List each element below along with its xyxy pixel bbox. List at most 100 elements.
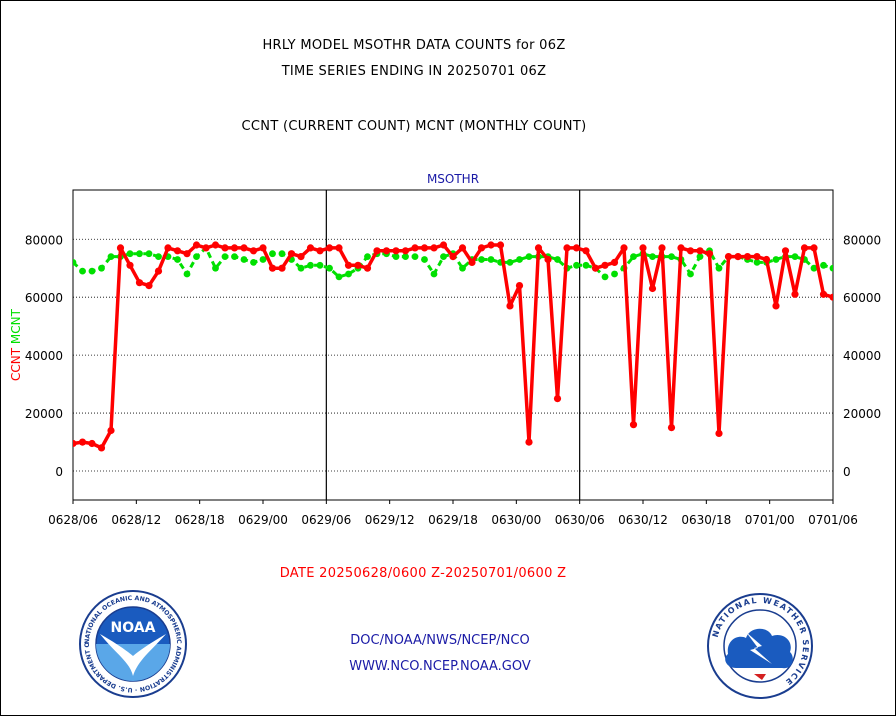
data-point-ccnt bbox=[249, 247, 258, 255]
data-point-ccnt bbox=[230, 244, 239, 252]
data-point-mcnt bbox=[440, 253, 447, 260]
data-point-mcnt bbox=[820, 261, 827, 269]
data-point-ccnt bbox=[629, 421, 638, 429]
data-point-mcnt bbox=[250, 259, 257, 266]
x-tick-label: 0628/18 bbox=[175, 513, 225, 527]
data-point-ccnt bbox=[126, 261, 134, 269]
data-point-mcnt bbox=[430, 270, 438, 278]
data-point-ccnt bbox=[487, 241, 495, 249]
data-point-mcnt bbox=[630, 253, 637, 260]
y-tick-label-left: 20000 bbox=[25, 407, 63, 421]
data-point-ccnt bbox=[639, 244, 647, 252]
org-label: DOC/NOAA/NWS/NCEP/NCO bbox=[350, 633, 530, 648]
x-tick-label: 0701/00 bbox=[745, 513, 795, 527]
y-tick-label-left: 60000 bbox=[25, 291, 63, 305]
data-point-ccnt bbox=[240, 244, 248, 252]
data-point-mcnt bbox=[269, 250, 276, 258]
data-point-ccnt bbox=[382, 247, 391, 255]
data-point-mcnt bbox=[278, 250, 286, 258]
data-point-ccnt bbox=[192, 241, 201, 249]
data-point-ccnt bbox=[762, 255, 771, 264]
data-point-ccnt bbox=[534, 244, 543, 252]
data-point-mcnt bbox=[649, 253, 656, 260]
chart-header-line2: TIME SERIES ENDING IN 20250701 06Z bbox=[281, 64, 547, 79]
data-point-mcnt bbox=[240, 256, 248, 263]
data-point-ccnt bbox=[620, 244, 628, 252]
data-point-ccnt bbox=[677, 244, 685, 252]
data-point-ccnt bbox=[325, 244, 334, 252]
y-tick-label-right: 0 bbox=[843, 465, 851, 479]
data-point-ccnt bbox=[601, 261, 609, 269]
x-tick-label: 0630/12 bbox=[618, 513, 668, 527]
data-point-mcnt bbox=[753, 259, 761, 266]
x-tick-label: 0630/00 bbox=[491, 513, 541, 527]
data-point-mcnt bbox=[411, 253, 419, 260]
data-point-ccnt bbox=[563, 244, 571, 252]
data-point-ccnt bbox=[173, 247, 182, 255]
data-point-mcnt bbox=[525, 253, 533, 260]
data-point-ccnt bbox=[743, 253, 752, 261]
data-point-mcnt bbox=[506, 259, 514, 266]
data-point-ccnt bbox=[753, 253, 761, 261]
data-point-ccnt bbox=[73, 439, 77, 448]
data-point-ccnt bbox=[525, 438, 533, 446]
data-point-mcnt bbox=[155, 253, 162, 260]
data-point-mcnt bbox=[98, 264, 105, 272]
noaa-logo: NOAA NATIONAL OCEANIC AND ATMOSPHERIC AD… bbox=[78, 590, 187, 698]
data-point-ccnt bbox=[411, 244, 419, 252]
data-point-ccnt bbox=[544, 255, 552, 264]
data-point-ccnt bbox=[449, 253, 457, 261]
data-point-mcnt bbox=[668, 253, 675, 260]
data-point-ccnt bbox=[145, 282, 153, 290]
data-point-mcnt bbox=[212, 264, 219, 272]
data-point-mcnt bbox=[107, 253, 115, 260]
data-point-ccnt bbox=[553, 395, 562, 403]
data-point-ccnt bbox=[810, 244, 818, 252]
data-point-ccnt bbox=[829, 293, 833, 301]
data-point-mcnt bbox=[459, 264, 466, 272]
data-point-mcnt bbox=[79, 267, 86, 275]
data-point-ccnt bbox=[287, 250, 296, 258]
data-point-mcnt bbox=[687, 270, 694, 278]
data-point-ccnt bbox=[401, 247, 410, 255]
y-tick-label-right: 40000 bbox=[843, 349, 881, 363]
y-axis-label-ccnt: CCNT bbox=[9, 344, 23, 381]
data-point-ccnt bbox=[278, 264, 286, 272]
data-point-mcnt bbox=[611, 270, 618, 278]
data-point-mcnt bbox=[345, 270, 352, 278]
data-point-mcnt bbox=[145, 250, 153, 258]
x-tick-label: 0628/12 bbox=[111, 513, 161, 527]
data-point-ccnt bbox=[610, 258, 619, 266]
data-point-mcnt bbox=[478, 256, 485, 263]
data-point-ccnt bbox=[468, 258, 476, 266]
data-point-mcnt bbox=[582, 261, 590, 269]
data-point-mcnt bbox=[573, 261, 580, 269]
data-point-mcnt bbox=[791, 253, 799, 260]
data-point-ccnt bbox=[715, 429, 723, 437]
data-point-ccnt bbox=[297, 253, 305, 261]
data-point-mcnt bbox=[326, 264, 333, 272]
data-point-ccnt bbox=[135, 279, 144, 287]
y-axis-label-mcnt: MCNT bbox=[9, 308, 23, 344]
data-point-ccnt bbox=[658, 244, 666, 252]
x-tick-label: 0628/06 bbox=[48, 513, 98, 527]
website-link[interactable]: WWW.NCO.NCEP.NOAA.GOV bbox=[349, 659, 531, 674]
data-point-ccnt bbox=[373, 247, 381, 255]
data-point-mcnt bbox=[601, 273, 609, 281]
data-point-ccnt bbox=[211, 241, 220, 249]
data-point-ccnt bbox=[344, 261, 353, 269]
data-point-mcnt bbox=[88, 267, 96, 275]
data-point-mcnt bbox=[829, 264, 833, 272]
y-tick-label-right: 80000 bbox=[843, 233, 881, 247]
data-point-mcnt bbox=[696, 253, 704, 260]
data-point-mcnt bbox=[364, 253, 371, 260]
data-point-ccnt bbox=[268, 264, 277, 272]
x-tick-label: 0630/06 bbox=[555, 513, 605, 527]
data-point-mcnt bbox=[174, 256, 181, 263]
plot-area bbox=[72, 189, 834, 501]
data-point-ccnt bbox=[202, 244, 210, 252]
data-point-mcnt bbox=[193, 253, 200, 260]
data-point-ccnt bbox=[515, 282, 524, 290]
data-point-ccnt bbox=[183, 250, 191, 258]
